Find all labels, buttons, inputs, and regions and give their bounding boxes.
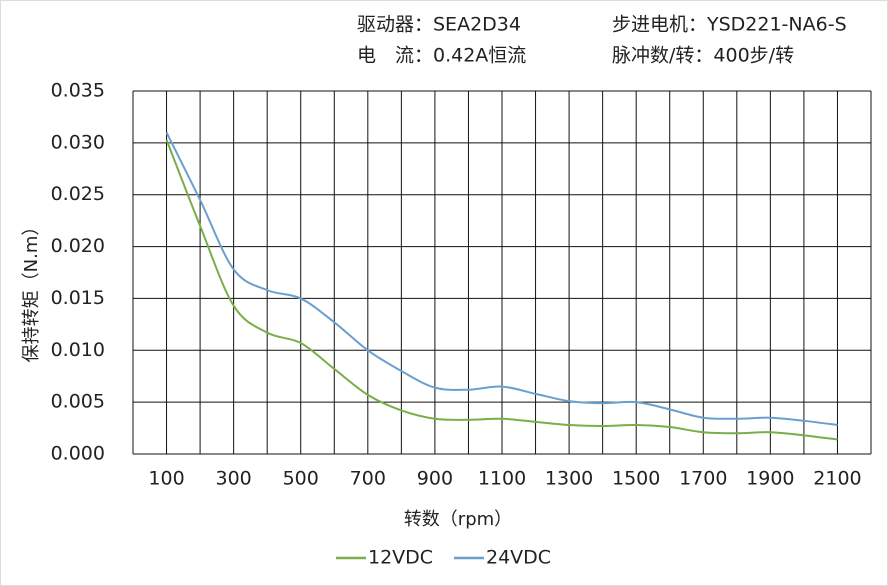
legend-label: 24VDC xyxy=(486,547,551,569)
y-tick-label: 0.010 xyxy=(51,339,105,361)
x-tick-label: 700 xyxy=(350,468,386,490)
y-tick-label: 0.025 xyxy=(51,183,105,205)
x-tick-label: 300 xyxy=(216,468,252,490)
x-tick-label: 2100 xyxy=(813,468,861,490)
series-line xyxy=(165,139,838,441)
x-tick-label: 1500 xyxy=(612,468,660,490)
y-tick-label: 0.020 xyxy=(51,235,105,257)
y-tick-label: 0.030 xyxy=(51,131,105,153)
x-axis-label: 转数（rpm） xyxy=(404,509,512,530)
header-text: 步进电机：YSD221-NA6-S xyxy=(612,14,847,36)
y-tick-label: 0.000 xyxy=(51,443,105,465)
y-tick-label: 0.005 xyxy=(51,391,105,413)
x-tick-label: 1100 xyxy=(478,468,526,490)
x-tick-label: 500 xyxy=(283,468,319,490)
x-tick-label: 1300 xyxy=(545,468,593,490)
y-tick-label: 0.015 xyxy=(51,287,105,309)
header-text: 脉冲数/转：400步/转 xyxy=(612,45,794,67)
series-line xyxy=(165,132,838,426)
x-tick-label: 1900 xyxy=(746,468,794,490)
y-tick-label: 0.035 xyxy=(51,80,105,102)
x-tick-label: 900 xyxy=(417,468,453,490)
x-tick-label: 100 xyxy=(148,468,184,490)
header-text: 电 流：0.42A恒流 xyxy=(357,45,526,67)
header-text: 驱动器：SEA2D34 xyxy=(357,14,521,36)
x-tick-label: 1700 xyxy=(679,468,727,490)
legend-label: 12VDC xyxy=(368,547,433,569)
y-axis-label: 保持转矩（N.m） xyxy=(21,218,42,363)
